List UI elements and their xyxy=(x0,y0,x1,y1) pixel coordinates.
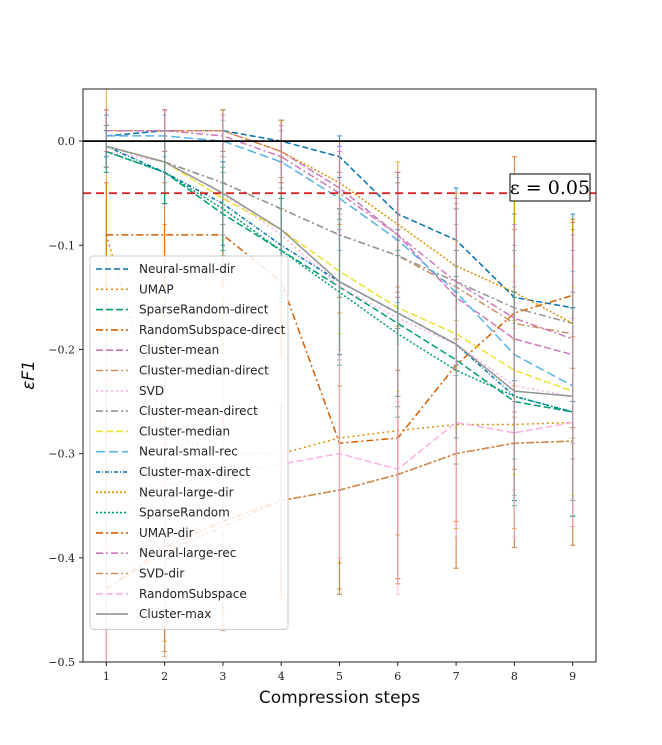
y-tick-label: −0.5 xyxy=(48,656,75,669)
legend-label: Cluster-mean-direct xyxy=(139,404,258,418)
legend-label: SparseRandom xyxy=(139,506,230,520)
series-line xyxy=(106,150,573,413)
legend-label: RandomSubspace-direct xyxy=(139,323,286,337)
legend-label: UMAP-dir xyxy=(139,526,194,540)
y-tick-label: −0.1 xyxy=(48,239,75,252)
legend: Neural-small-dir UMAP SparseRandom-direct R… xyxy=(89,255,289,630)
legend-label: Neural-small-rec xyxy=(139,445,238,459)
legend-label: Cluster-median-direct xyxy=(139,364,269,378)
legend-box xyxy=(89,255,289,630)
legend-label: SVD xyxy=(139,384,164,398)
x-tick-label: 2 xyxy=(161,670,168,683)
y-tick-label: 0.0 xyxy=(58,135,76,148)
annotation-text: ε = 0.05 xyxy=(510,177,590,199)
x-tick-label: 8 xyxy=(511,670,518,683)
series-line xyxy=(106,145,573,398)
annotation-box xyxy=(509,173,591,202)
x-tick-label: 6 xyxy=(394,670,401,683)
reference-lines xyxy=(83,140,596,195)
epsilon-annotation: ε = 0.05 xyxy=(509,173,591,202)
x-tick-label: 7 xyxy=(453,670,460,683)
x-tick-label: 5 xyxy=(336,670,343,683)
legend-label: Neural-large-rec xyxy=(139,546,236,560)
legend-label: Cluster-mean xyxy=(139,343,219,357)
y-tick-label: −0.2 xyxy=(48,343,75,356)
legend-label: SparseRandom-direct xyxy=(139,303,269,317)
legend-label: Neural-small-dir xyxy=(139,262,235,276)
legend-label: Cluster-max xyxy=(139,607,211,621)
x-tick-label: 9 xyxy=(569,670,576,683)
y-tick-label: −0.4 xyxy=(48,552,75,565)
y-tick-label: −0.3 xyxy=(48,448,75,461)
legend-label: RandomSubspace xyxy=(139,587,247,601)
legend-label: UMAP xyxy=(139,282,174,296)
x-tick-label: 1 xyxy=(103,670,110,683)
legend-label: Cluster-median xyxy=(139,424,230,438)
axis-ticks: 1 2 3 4 5 6 7 8 9 0.0 −0.1 −0.2 −0.3 −0.4 −0.5 xyxy=(48,135,576,683)
legend-label: SVD-dir xyxy=(139,567,184,581)
x-axis-title: Compression steps xyxy=(259,688,420,708)
legend-label: Neural-large-dir xyxy=(139,485,234,499)
series-line xyxy=(106,129,573,356)
x-tick-label: 3 xyxy=(219,670,226,683)
series-line xyxy=(106,145,573,325)
x-tick-label: 4 xyxy=(278,670,285,683)
legend-label: Cluster-max-direct xyxy=(139,465,250,479)
series-line xyxy=(106,129,573,340)
y-axis-title: εF1 xyxy=(19,360,39,390)
